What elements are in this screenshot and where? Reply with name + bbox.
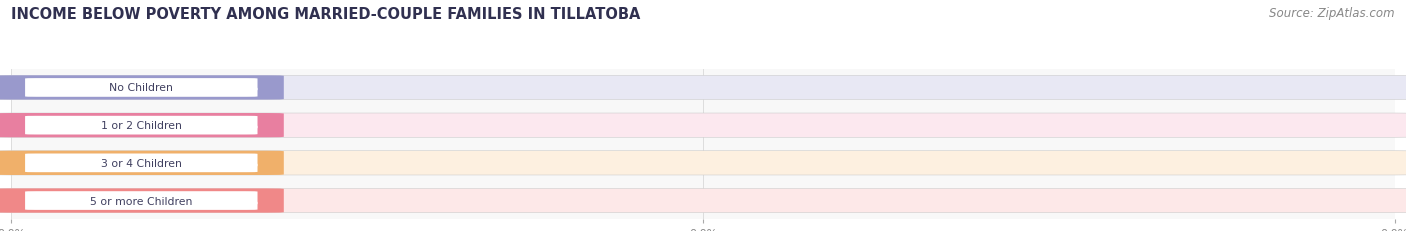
FancyBboxPatch shape [0, 188, 284, 213]
FancyBboxPatch shape [25, 79, 257, 97]
Text: 0.0%: 0.0% [231, 83, 259, 93]
Text: Source: ZipAtlas.com: Source: ZipAtlas.com [1270, 7, 1395, 20]
FancyBboxPatch shape [0, 113, 1406, 138]
Text: INCOME BELOW POVERTY AMONG MARRIED-COUPLE FAMILIES IN TILLATOBA: INCOME BELOW POVERTY AMONG MARRIED-COUPL… [11, 7, 641, 22]
Text: No Children: No Children [110, 83, 173, 93]
Text: 3 or 4 Children: 3 or 4 Children [101, 158, 181, 168]
FancyBboxPatch shape [25, 154, 257, 173]
Text: 5 or more Children: 5 or more Children [90, 196, 193, 206]
FancyBboxPatch shape [0, 76, 284, 100]
Text: 0.0%: 0.0% [231, 121, 259, 131]
FancyBboxPatch shape [0, 188, 1406, 213]
FancyBboxPatch shape [25, 116, 257, 135]
Text: 1 or 2 Children: 1 or 2 Children [101, 121, 181, 131]
Text: 0.0%: 0.0% [231, 196, 259, 206]
Text: 0.0%: 0.0% [231, 158, 259, 168]
FancyBboxPatch shape [0, 151, 284, 175]
FancyBboxPatch shape [25, 191, 257, 210]
FancyBboxPatch shape [0, 151, 1406, 175]
FancyBboxPatch shape [0, 113, 284, 138]
FancyBboxPatch shape [0, 76, 1406, 100]
